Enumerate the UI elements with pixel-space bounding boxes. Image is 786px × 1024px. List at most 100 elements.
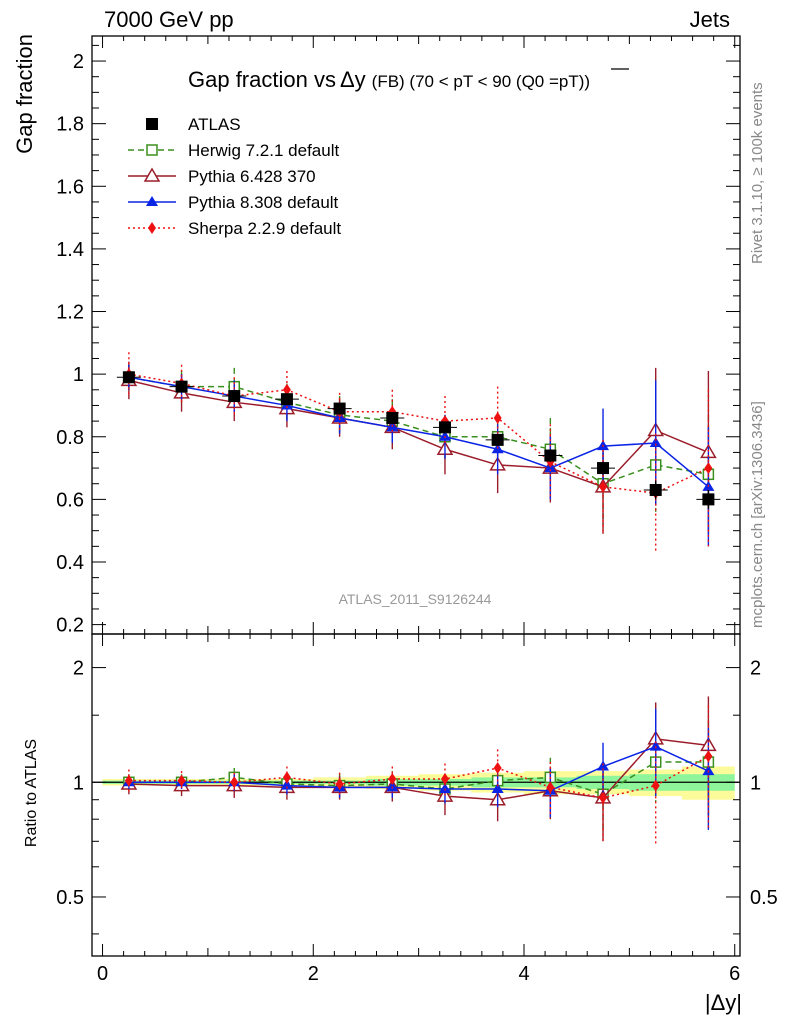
ratio-y-axis-label: Ratio to ATLAS — [23, 739, 40, 847]
y-tick-label: 1.4 — [56, 239, 84, 261]
marker-triangle-filled — [438, 783, 451, 794]
marker-diamond-filled — [546, 781, 555, 794]
y-tick-label: 1.6 — [56, 176, 84, 198]
marker-square-open — [146, 144, 158, 156]
y-tick-label: 0.6 — [56, 489, 84, 511]
ratio-y-tick-label-right: 1 — [750, 772, 761, 794]
analysis-watermark: ATLAS_2011_S9126244 — [339, 591, 492, 607]
x-tick-label: 6 — [729, 963, 740, 985]
x-tick-label: 4 — [518, 963, 529, 985]
marker-triangle-filled — [280, 779, 293, 790]
marker-diamond-filled — [440, 773, 449, 786]
ratio-y-tick-label-right: 0.5 — [750, 887, 778, 909]
rivet-label: Rivet 3.1.10, ≥ 100k events — [749, 82, 766, 264]
marker-square-filled — [438, 421, 451, 434]
ratio-y-tick-label-left: 2 — [73, 658, 84, 680]
legend-label: Sherpa 2.2.9 default — [188, 219, 341, 238]
y-tick-label: 1.2 — [56, 302, 84, 324]
title-main: Gap fraction vs — [188, 67, 336, 92]
series-sherpa — [124, 352, 713, 553]
marker-diamond-filled — [388, 773, 397, 786]
x-tick-label: 0 — [97, 963, 108, 985]
y-tick-label: 1 — [73, 364, 84, 386]
y-tick-label: 0.4 — [56, 552, 84, 574]
main-plot-title: Gap fraction vs Δy (FB) (70 < pT < 90 (Q0 … — [188, 67, 629, 92]
series-line-herwig — [128, 761, 709, 796]
legend: ATLAS Herwig 7.2.1 default Pythia 6.428 37… — [128, 115, 341, 238]
y-tick-label: 0.2 — [56, 615, 84, 637]
marker-diamond-filled — [230, 776, 239, 789]
title-detail: (FB) (70 < pT < 90 (Q0 =pT)) — [372, 72, 590, 91]
title-variable: Δy — [340, 67, 366, 92]
series-line-pythia6 — [128, 379, 709, 488]
marker-diamond-filled — [704, 750, 713, 763]
series-pythia8 — [122, 708, 715, 830]
marker-diamond-filled — [599, 791, 608, 804]
series-line-sherpa — [128, 373, 709, 494]
marker-diamond-filled — [493, 762, 502, 775]
marker-square-filled — [386, 411, 399, 424]
marker-square-filled — [146, 118, 158, 130]
marker-square-filled — [175, 380, 188, 393]
marker-diamond-filled — [282, 383, 291, 396]
marker-triangle-filled — [649, 740, 662, 751]
series-atlas — [116, 371, 721, 509]
legend-label: Pythia 8.308 default — [188, 193, 339, 212]
x-axis-label: |Δy| — [705, 990, 742, 1015]
marker-diamond-filled — [282, 771, 291, 784]
marker-diamond-filled — [148, 222, 156, 234]
main-y-axis-label: Gap fraction — [12, 34, 37, 154]
series-herwig — [123, 364, 715, 534]
series-pythia6 — [120, 361, 717, 534]
x-tick-label: 2 — [308, 963, 319, 985]
marker-diamond-filled — [493, 411, 502, 424]
marker-square-filled — [122, 371, 135, 384]
marker-square-filled — [702, 493, 715, 506]
marker-square-filled — [544, 449, 557, 462]
legend-entry-pythia8: Pythia 8.308 default — [128, 193, 339, 212]
ratio-y-tick-label-right: 2 — [750, 658, 761, 680]
marker-triangle-filled — [702, 765, 715, 776]
marker-diamond-filled — [704, 462, 713, 475]
marker-diamond-filled — [599, 480, 608, 493]
marker-square-filled — [228, 390, 241, 403]
series-sherpa — [124, 705, 713, 847]
legend-label: Herwig 7.2.1 default — [188, 141, 339, 160]
ratio-frame — [91, 633, 741, 957]
y-tick-label: 1.8 — [56, 114, 84, 136]
marker-square-filled — [491, 433, 504, 446]
marker-triangle-filled — [386, 781, 399, 792]
marker-triangle-filled — [438, 430, 451, 441]
marker-square-filled — [649, 483, 662, 496]
marker-triangle-open — [143, 167, 161, 182]
jets-label: Jets — [690, 7, 730, 32]
series-line-pythia8 — [128, 376, 709, 488]
marker-triangle-filled — [491, 783, 504, 794]
marker-triangle-filled — [649, 437, 662, 448]
series-line-herwig — [128, 376, 709, 485]
ratio-y-tick-label-left: 0.5 — [56, 887, 84, 909]
legend-label: Pythia 6.428 370 — [188, 167, 316, 186]
marker-square-filled — [280, 393, 293, 406]
series-line-sherpa — [128, 755, 709, 799]
legend-entry-pythia6: Pythia 6.428 370 — [128, 167, 316, 186]
ratio-plot: 0 2 4 6 0.5 0.5 1 1 2 2 — [56, 633, 778, 985]
energy-label: 7000 GeV pp — [104, 7, 234, 32]
marker-square-filled — [597, 462, 610, 475]
y-tick-label: 0.8 — [56, 427, 84, 449]
series-pythia8 — [122, 364, 715, 547]
series-pythia6 — [120, 696, 717, 842]
legend-entry-atlas: ATLAS — [146, 115, 241, 134]
marker-square-filled — [333, 402, 346, 415]
marker-diamond-filled — [177, 774, 186, 787]
legend-label: ATLAS — [188, 115, 241, 134]
marker-diamond-filled — [124, 774, 133, 787]
marker-diamond-filled — [335, 777, 344, 790]
marker-diamond-filled — [651, 779, 660, 792]
legend-entry-sherpa: Sherpa 2.2.9 default — [128, 219, 341, 238]
marker-triangle-filled — [146, 196, 158, 206]
legend-entry-herwig: Herwig 7.2.1 default — [128, 141, 339, 160]
main-plot: 0.2 0.4 0.6 0.8 1 1.2 1.4 1.6 1.8 2 — [56, 35, 741, 637]
